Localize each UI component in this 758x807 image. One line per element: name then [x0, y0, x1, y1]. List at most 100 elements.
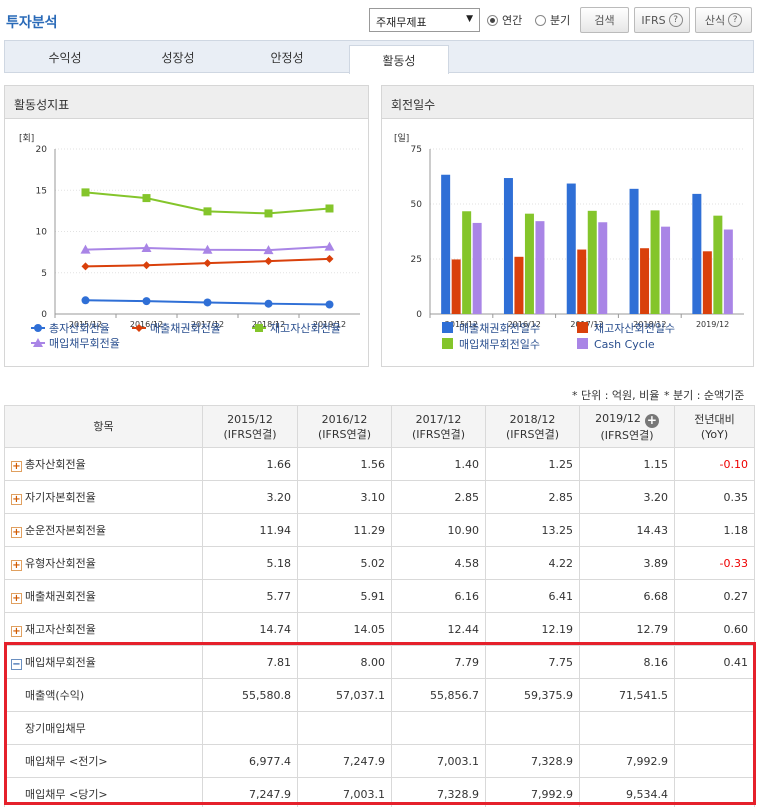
expand-icon[interactable]: +	[11, 626, 22, 637]
expand-icon[interactable]: +	[11, 461, 22, 472]
bar[interactable]	[514, 256, 524, 314]
table-row[interactable]: + 유형자산회전율 5.18 5.02 4.58 4.22 3.89 -0.33	[4, 546, 755, 580]
table-cell: 55,580.8	[202, 678, 298, 712]
table-row[interactable]: − 매입채무회전율 7.81 8.00 7.79 7.75 8.16 0.41	[4, 645, 755, 679]
bar[interactable]	[577, 249, 587, 314]
bar[interactable]	[472, 222, 482, 314]
radio-annual[interactable]: 연간	[487, 12, 522, 28]
bar[interactable]	[503, 178, 513, 314]
bar[interactable]	[661, 226, 671, 314]
expand-icon[interactable]: +	[11, 593, 22, 604]
data-point[interactable]	[203, 259, 212, 268]
table-cell: 3.89	[579, 546, 675, 580]
legend-item[interactable]: 매출채권회전일수	[442, 321, 540, 335]
bar[interactable]	[702, 251, 712, 314]
table-cell: 7,247.9	[202, 777, 298, 807]
ifrs-help-button[interactable]: IFRS ?	[634, 7, 690, 33]
table-row[interactable]: + 재고자산회전율 14.74 14.05 12.44 12.19 12.79 0.60	[4, 612, 755, 646]
data-point[interactable]	[325, 204, 334, 213]
bar[interactable]	[587, 210, 597, 314]
legend-item[interactable]: 재고자산회전율	[252, 322, 341, 335]
bar[interactable]	[535, 221, 545, 314]
bar[interactable]	[462, 211, 472, 314]
data-point[interactable]	[202, 244, 213, 254]
data-point[interactable]	[325, 254, 334, 263]
quarter-note: * 분기 : 순액기준	[664, 389, 745, 402]
statement-select[interactable]: 주재무제표 ▼	[369, 8, 480, 32]
legend-label: 매입채무회전율	[49, 337, 120, 350]
table-cell: 1.15	[579, 447, 675, 481]
data-point[interactable]	[264, 257, 273, 266]
bar[interactable]	[566, 183, 576, 314]
table-cell: 7,328.9	[391, 777, 486, 807]
data-point[interactable]	[81, 262, 90, 271]
data-point[interactable]	[203, 298, 212, 307]
data-point[interactable]	[263, 245, 274, 255]
bar[interactable]	[629, 188, 639, 314]
legend-item[interactable]: 매입채무회전율	[31, 337, 120, 350]
legend-item[interactable]: 매입채무회전일수	[442, 337, 540, 351]
data-point[interactable]	[142, 194, 151, 203]
expand-icon[interactable]: +	[11, 560, 22, 571]
row-label-text: 장기매입채무	[25, 722, 86, 735]
table-cell: 7,247.9	[297, 744, 392, 778]
data-point[interactable]	[141, 243, 152, 252]
tab-profitability[interactable]: 수익성	[48, 50, 82, 65]
bar[interactable]	[640, 248, 650, 314]
bar[interactable]	[598, 222, 608, 314]
bar[interactable]	[650, 210, 660, 314]
data-point[interactable]	[81, 188, 90, 197]
x-tick-label: 2015/12	[445, 320, 478, 329]
table-row[interactable]: + 총자산회전율 1.66 1.56 1.40 1.25 1.15 -0.10	[4, 447, 755, 481]
row-label: + 순운전자본회전율	[4, 513, 203, 547]
row-label-text: 매출채권회전율	[25, 590, 96, 603]
expand-icon[interactable]: +	[11, 494, 22, 505]
bar[interactable]	[451, 259, 461, 314]
bar[interactable]	[441, 174, 451, 314]
legend-item[interactable]: 재고자산회전일수	[577, 321, 675, 335]
tab-activity[interactable]: 활동성	[349, 45, 449, 74]
tab-growth[interactable]: 성장성	[161, 50, 195, 65]
table-cell: 5.02	[297, 546, 392, 580]
data-point[interactable]	[203, 207, 212, 216]
ifrs-button-label: IFRS	[641, 13, 666, 27]
row-label: + 총자산회전율	[4, 447, 203, 481]
data-point[interactable]	[325, 300, 334, 309]
bar[interactable]	[524, 213, 534, 314]
legend-item[interactable]: Cash Cycle	[577, 338, 655, 351]
legend-item[interactable]: 매출채권회전율	[132, 322, 221, 335]
table-row[interactable]: + 매출채권회전율 5.77 5.91 6.16 6.41 6.68 0.27	[4, 579, 755, 613]
data-point[interactable]	[324, 241, 335, 251]
bar[interactable]	[692, 193, 702, 314]
tab-stability[interactable]: 안정성	[270, 50, 304, 65]
yoy-cell	[674, 678, 755, 712]
y-axis-label: [일]	[394, 133, 409, 144]
yoy-cell	[674, 777, 755, 807]
expand-icon[interactable]: +	[11, 527, 22, 538]
search-button[interactable]: 검색	[580, 7, 629, 33]
turnover-days-chart-panel: 회전일수 [일]02550752015/122016/122017/122018…	[381, 85, 754, 367]
y-tick-label: 75	[411, 145, 422, 155]
data-point[interactable]	[264, 299, 273, 308]
table-cell: 57,037.1	[297, 678, 392, 712]
table-row[interactable]: + 자기자본회전율 3.20 3.10 2.85 2.85 3.20 0.35	[4, 480, 755, 514]
data-point[interactable]	[142, 261, 151, 270]
data-point[interactable]	[142, 297, 151, 306]
table-cell	[391, 711, 486, 745]
row-label-text: 매입채무회전율	[25, 656, 96, 669]
formula-help-button[interactable]: 산식 ?	[695, 7, 752, 33]
data-point[interactable]	[81, 296, 90, 305]
table-row[interactable]: + 순운전자본회전율 11.94 11.29 10.90 13.25 14.43 1.18	[4, 513, 755, 547]
legend-item[interactable]: 총자산회전율	[31, 322, 110, 335]
radio-quarter[interactable]: 분기	[535, 12, 570, 28]
x-tick-label: 2019/12	[313, 320, 346, 329]
table-cell: 1.25	[485, 447, 580, 481]
bar[interactable]	[713, 215, 723, 314]
data-point[interactable]	[80, 244, 91, 254]
data-point[interactable]	[264, 209, 273, 218]
bar[interactable]	[723, 229, 733, 314]
unit-note: * 단위 : 억원, 비율	[572, 389, 660, 402]
row-label-text: 재고자산회전율	[25, 623, 96, 636]
collapse-icon[interactable]: −	[11, 659, 22, 670]
add-column-icon[interactable]: +	[644, 412, 659, 428]
